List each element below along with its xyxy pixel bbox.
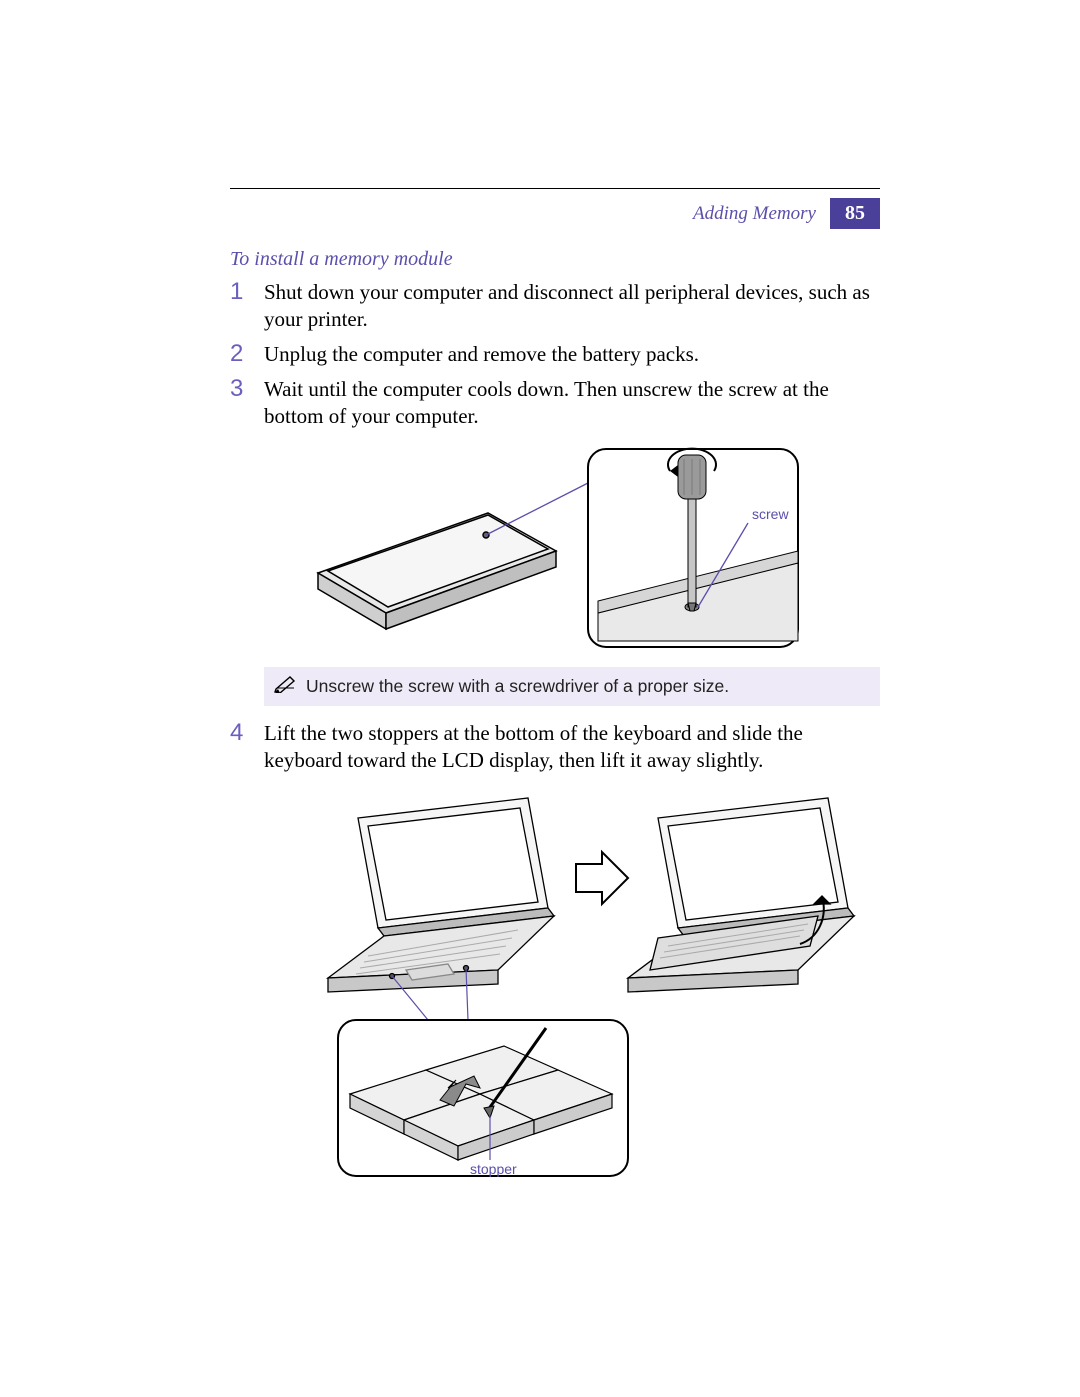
screw-label: screw [752,506,789,522]
figure-lift-keyboard: stopper [298,788,880,1188]
arrow-right-icon [576,852,628,904]
note-text: Unscrew the screw with a screwdriver of … [306,676,729,696]
step-3: Wait until the computer cools down. Then… [230,376,880,706]
step-text: Shut down your computer and disconnect a… [264,280,870,331]
stopper-label: stopper [470,1161,517,1177]
step-text: Wait until the computer cools down. Then… [264,377,829,428]
procedure-list: Shut down your computer and disconnect a… [230,279,880,1188]
figure-unscrew-svg: screw [298,443,818,653]
step-text: Unplug the computer and remove the batte… [264,342,699,366]
section-title: To install a memory module [230,248,880,271]
note-box: Unscrew the screw with a screwdriver of … [264,667,880,705]
manual-page: Adding Memory 85 To install a memory mod… [0,0,1080,1397]
laptop-open-right-icon [628,798,854,992]
laptop-open-left-icon [328,798,554,1020]
step-1: Shut down your computer and disconnect a… [230,279,880,333]
screw-detail-icon: screw [588,449,798,647]
stopper-detail-icon: stopper [338,1020,628,1177]
step-4: Lift the two stoppers at the bottom of t… [230,720,880,1188]
figure-unscrew: screw [298,443,880,653]
step-2: Unplug the computer and remove the batte… [230,341,880,368]
leader-line [486,483,588,535]
step-text: Lift the two stoppers at the bottom of t… [264,721,803,772]
laptop-bottom-icon [318,513,556,629]
header-rule [230,188,880,189]
pencil-icon [274,673,298,693]
running-title: Adding Memory [693,203,816,225]
figure-lift-svg: stopper [298,788,898,1188]
page-number-badge: 85 [830,198,880,229]
running-head: Adding Memory 85 [693,198,880,229]
